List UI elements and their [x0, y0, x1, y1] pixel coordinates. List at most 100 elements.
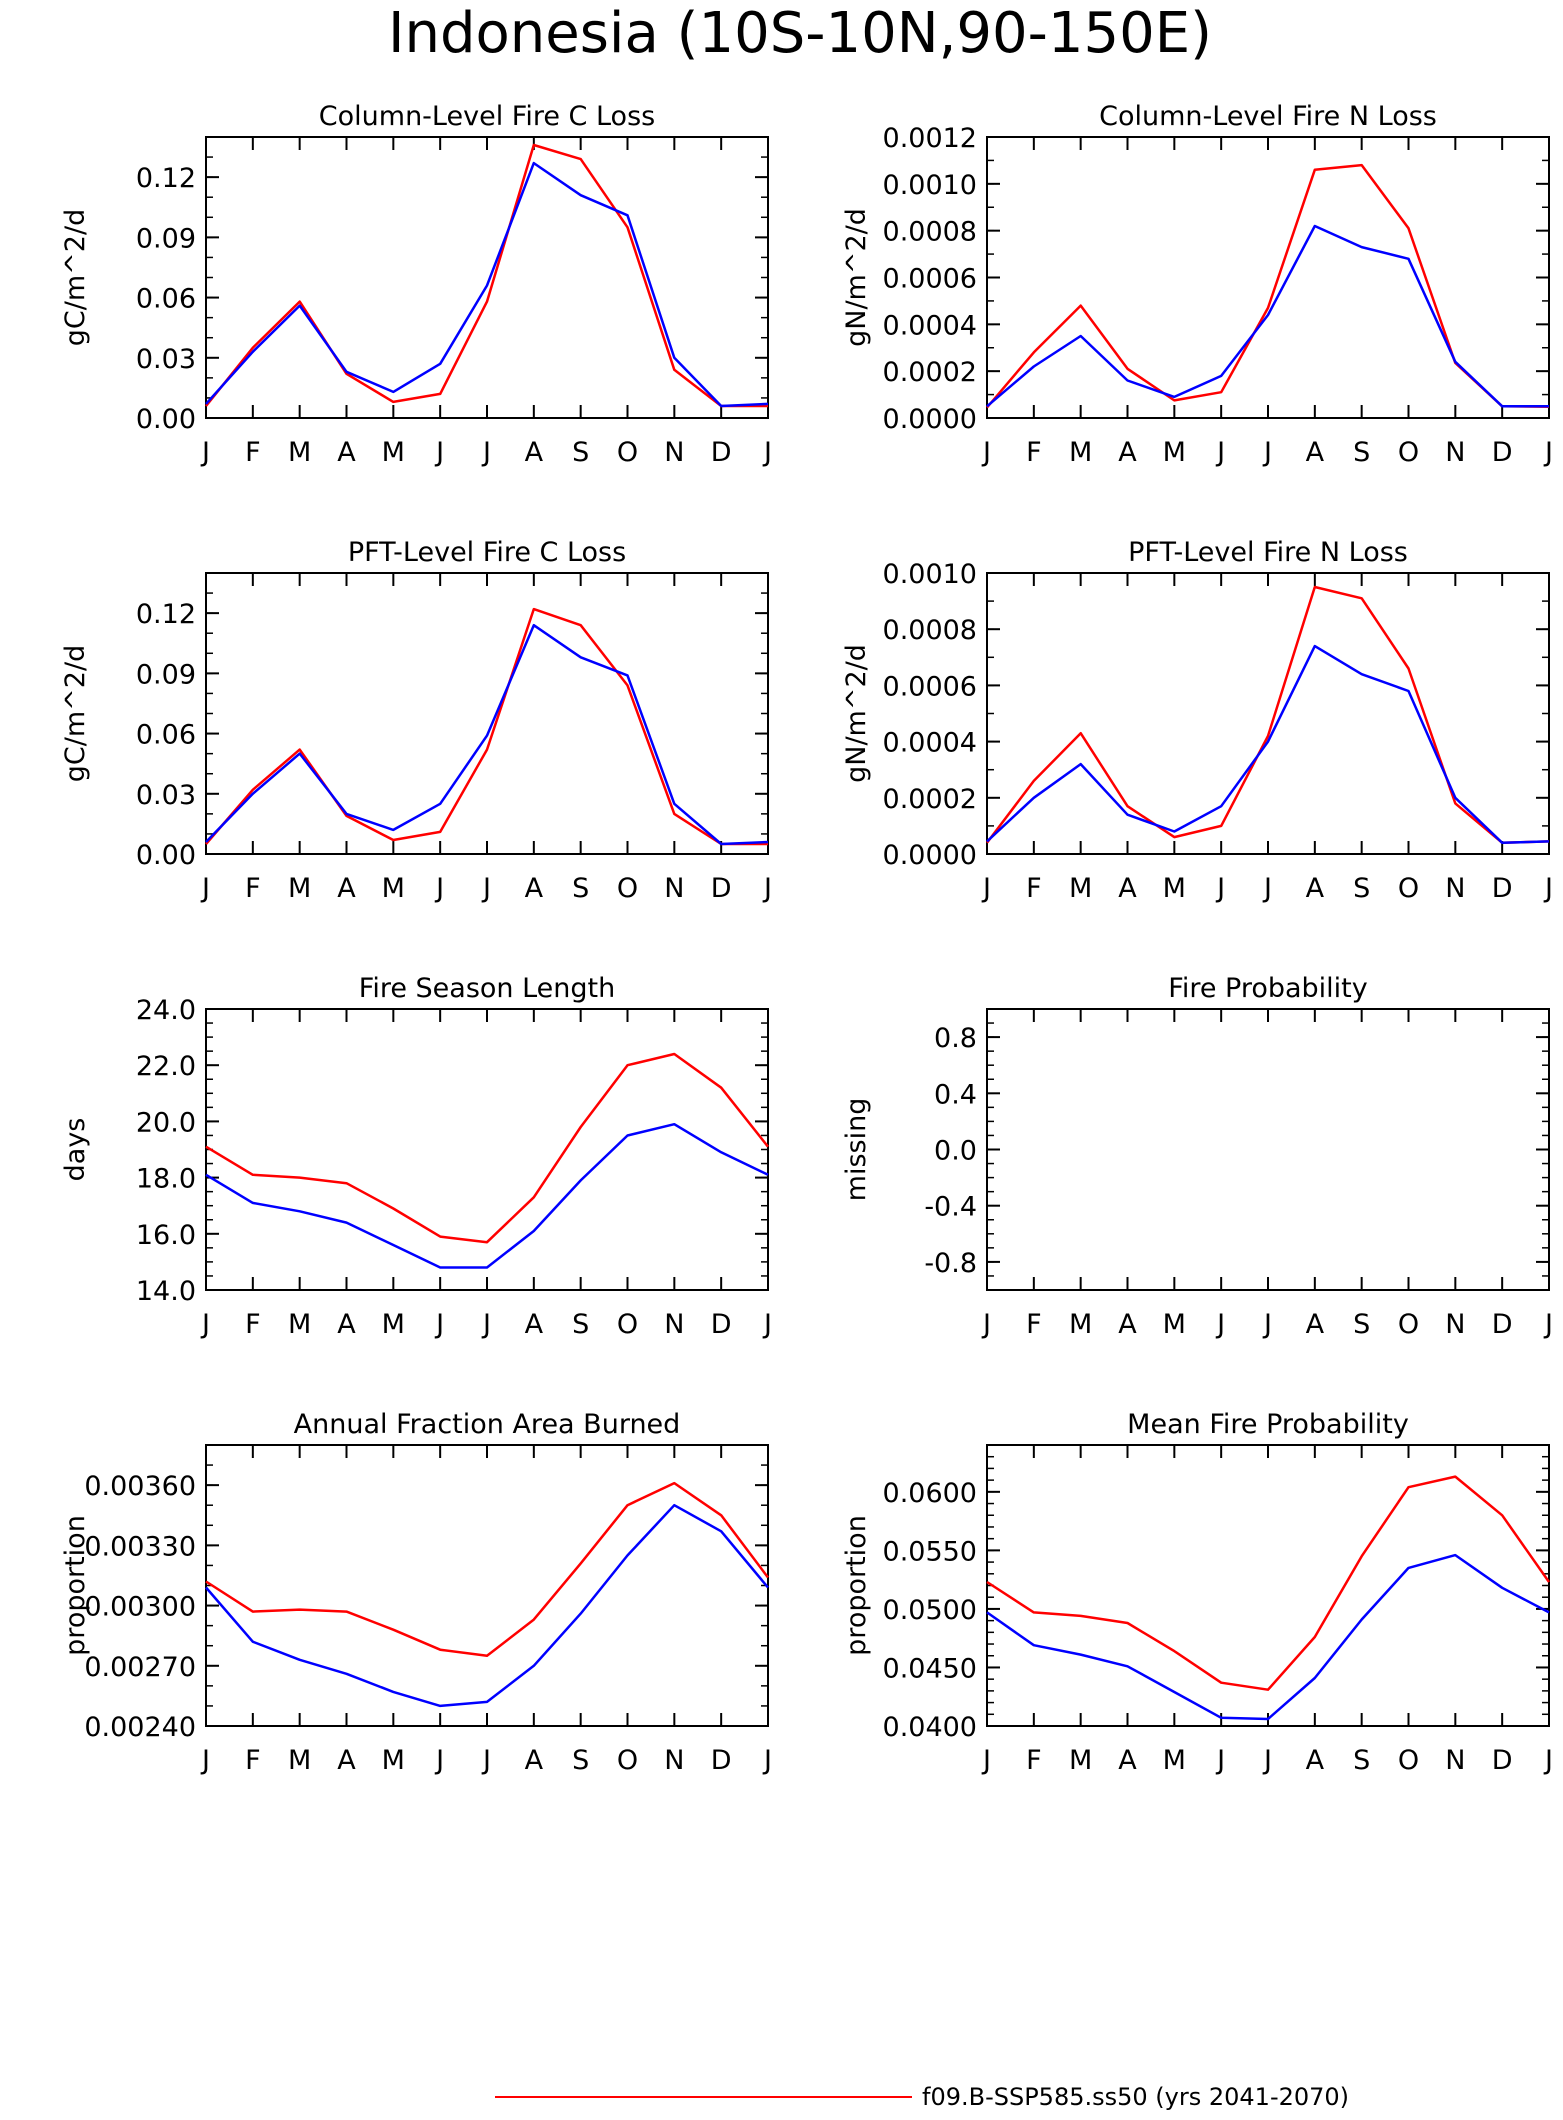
x-tick-label: F — [1026, 873, 1042, 904]
x-tick-label: J — [1215, 1309, 1225, 1340]
x-tick-label: A — [525, 1745, 544, 1776]
x-tick-label: O — [1398, 1309, 1419, 1340]
x-tick-label: A — [337, 437, 356, 468]
plot-frame — [205, 1444, 769, 1727]
x-tick-label: M — [382, 873, 405, 904]
y-tick-label: 0.0006 — [883, 264, 977, 295]
x-tick-label: O — [617, 1745, 638, 1776]
y-tick-label: 0.06 — [136, 284, 196, 315]
x-tick-label: J — [1262, 1745, 1272, 1776]
x-tick-label: J — [1543, 1309, 1553, 1340]
y-tick-label: 0.8 — [934, 1023, 977, 1054]
x-tick-label: S — [1353, 873, 1370, 904]
x-tick-label: J — [1543, 873, 1553, 904]
y-tick-label: 16.0 — [136, 1220, 196, 1251]
y-axis-label: proportion — [841, 1515, 872, 1656]
y-tick-label: 0.06 — [136, 720, 196, 751]
x-tick-label: A — [1118, 1745, 1137, 1776]
x-tick-label: A — [1118, 873, 1137, 904]
y-tick-label: 0.00330 — [84, 1531, 196, 1562]
x-tick-label: J — [200, 1745, 210, 1776]
x-tick-label: J — [434, 873, 444, 904]
y-tick-label: 0.00300 — [84, 1592, 196, 1623]
y-tick-label: 0.0400 — [883, 1712, 977, 1743]
y-tick-label: 0.03 — [136, 780, 196, 811]
x-tick-label: M — [1163, 873, 1186, 904]
x-tick-label: A — [525, 437, 544, 468]
series-line-1 — [205, 1052, 769, 1244]
x-tick-label: J — [1215, 437, 1225, 468]
y-tick-label: 0.0006 — [883, 671, 977, 702]
y-tick-label: 0.0004 — [883, 728, 977, 759]
y-tick-label: 22.0 — [136, 1051, 196, 1082]
panel-title: Column-Level Fire N Loss — [1099, 101, 1437, 132]
x-tick-label: N — [664, 437, 684, 468]
x-tick-label: A — [337, 1309, 356, 1340]
panel-title: PFT-Level Fire N Loss — [1128, 537, 1408, 568]
y-tick-label: 0.00 — [136, 840, 196, 871]
panel-title: Fire Probability — [1168, 973, 1368, 1004]
x-tick-label: O — [1398, 1745, 1419, 1776]
y-tick-label: 20.0 — [136, 1107, 196, 1138]
y-tick-label: 0.00240 — [84, 1712, 196, 1743]
x-tick-label: N — [664, 1309, 684, 1340]
x-tick-label: M — [288, 1745, 311, 1776]
x-tick-label: A — [525, 1309, 544, 1340]
y-tick-label: 24.0 — [136, 995, 196, 1026]
x-tick-label: O — [617, 873, 638, 904]
y-tick-label: 18.0 — [136, 1164, 196, 1195]
y-axis-label: gN/m^2/d — [841, 644, 872, 783]
x-tick-label: A — [337, 873, 356, 904]
series-line-2 — [205, 1503, 769, 1708]
x-tick-label: F — [245, 873, 261, 904]
y-tick-label: 0.0450 — [883, 1653, 977, 1684]
series-line-2 — [205, 1122, 769, 1269]
x-tick-label: F — [1026, 437, 1042, 468]
y-tick-label: 0.0002 — [883, 357, 977, 388]
x-tick-label: J — [481, 1745, 491, 1776]
x-tick-label: A — [1306, 437, 1325, 468]
y-tick-label: 0.0012 — [883, 123, 977, 154]
x-tick-label: M — [1069, 1745, 1092, 1776]
y-tick-label: 0.0 — [934, 1136, 977, 1167]
x-tick-label: A — [1118, 1309, 1137, 1340]
x-tick-label: J — [1215, 1745, 1225, 1776]
x-tick-label: J — [1543, 1745, 1553, 1776]
x-tick-label: J — [1262, 1309, 1272, 1340]
x-tick-label: F — [1026, 1309, 1042, 1340]
x-tick-label: S — [1353, 437, 1370, 468]
x-tick-label: J — [481, 437, 491, 468]
y-tick-label: 0.0010 — [883, 170, 977, 201]
x-tick-label: M — [382, 437, 405, 468]
x-tick-label: J — [981, 1309, 991, 1340]
x-tick-label: S — [572, 1745, 589, 1776]
plot-frame — [986, 1008, 1550, 1291]
x-tick-label: J — [434, 1309, 444, 1340]
x-tick-label: O — [1398, 873, 1419, 904]
y-tick-label: 0.0004 — [883, 310, 977, 341]
x-tick-label: J — [481, 873, 491, 904]
x-tick-label: A — [525, 873, 544, 904]
y-tick-label: 0.0500 — [883, 1595, 977, 1626]
x-tick-label: J — [762, 873, 772, 904]
x-tick-label: D — [711, 1309, 732, 1340]
x-tick-label: J — [981, 873, 991, 904]
y-tick-label: 0.12 — [136, 599, 196, 630]
legend: f09.B-SSP585.ss50 (yrs 2041-2070) — [495, 2083, 1349, 2111]
y-axis-label: gC/m^2/d — [60, 645, 91, 782]
x-tick-label: O — [1398, 437, 1419, 468]
y-axis-label: proportion — [60, 1515, 91, 1656]
x-tick-label: M — [288, 437, 311, 468]
x-tick-label: J — [762, 1309, 772, 1340]
y-tick-label: 0.0002 — [883, 784, 977, 815]
panel-title: Mean Fire Probability — [1127, 1409, 1409, 1440]
x-tick-label: M — [1069, 873, 1092, 904]
series-line-1 — [205, 1481, 769, 1658]
y-tick-label: 0.00360 — [84, 1471, 196, 1502]
x-tick-label: N — [1445, 437, 1465, 468]
